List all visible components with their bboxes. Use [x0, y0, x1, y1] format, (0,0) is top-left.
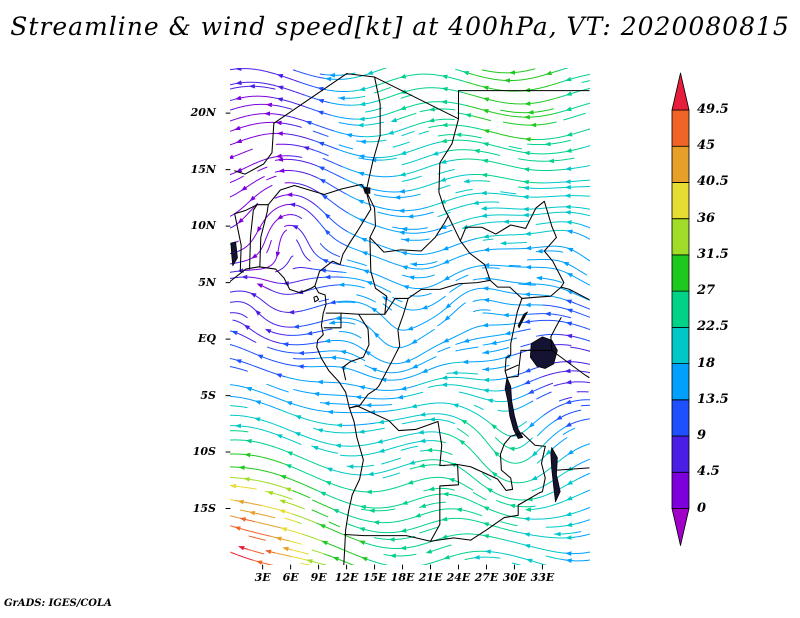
colorbar-tick-label: 13.5 — [697, 391, 729, 407]
lon-tick-label: 21E — [418, 571, 443, 584]
colorbar-tick-label: 27 — [697, 283, 716, 299]
lon-tick-label: 24E — [446, 571, 471, 584]
lat-tick-label: 10N — [190, 219, 216, 233]
colorbar-tick-label: 49.5 — [697, 102, 729, 117]
lat-tick-label: EQ — [198, 332, 216, 346]
lon-tick-label: 12E — [334, 571, 359, 584]
lat-tick-label: 10S — [192, 445, 216, 459]
chart-title: Streamline & wind speed[kt] at 400hPa, V… — [10, 12, 790, 41]
lat-tick-label: 15N — [190, 162, 216, 176]
grads-credit: GrADS: IGES/COLA — [4, 598, 112, 609]
lon-tick-label: 30E — [502, 571, 527, 584]
colorbar-tick-label: 18 — [697, 355, 716, 371]
lat-tick-label: 5N — [198, 275, 216, 289]
lat-tick-label: 5S — [200, 388, 216, 402]
lon-tick-label: 27E — [474, 571, 499, 584]
colorbar-tick-label: 4.5 — [697, 464, 720, 480]
lon-tick-label: 3E — [254, 571, 271, 584]
lat-tick-label: 20N — [190, 106, 216, 120]
lon-tick-label: 33E — [530, 571, 555, 584]
colorbar-tick-label: 31.5 — [697, 246, 729, 262]
lat-tick-label: 15S — [192, 501, 216, 515]
colorbar-tick-label: 36 — [697, 210, 716, 226]
lon-tick-label: 9E — [310, 571, 327, 584]
colorbar-tick-label: 9 — [697, 428, 707, 444]
lon-tick-label: 6E — [282, 571, 299, 584]
colorbar-tick-label: 0 — [697, 500, 707, 516]
colorbar-tick-label: 40.5 — [697, 174, 729, 190]
lon-tick-label: 15E — [362, 571, 387, 584]
lon-tick-label: 18E — [390, 571, 415, 584]
colorbar-tick-label: 22.5 — [697, 319, 729, 335]
colorbar-tick-label: 45 — [697, 138, 716, 154]
